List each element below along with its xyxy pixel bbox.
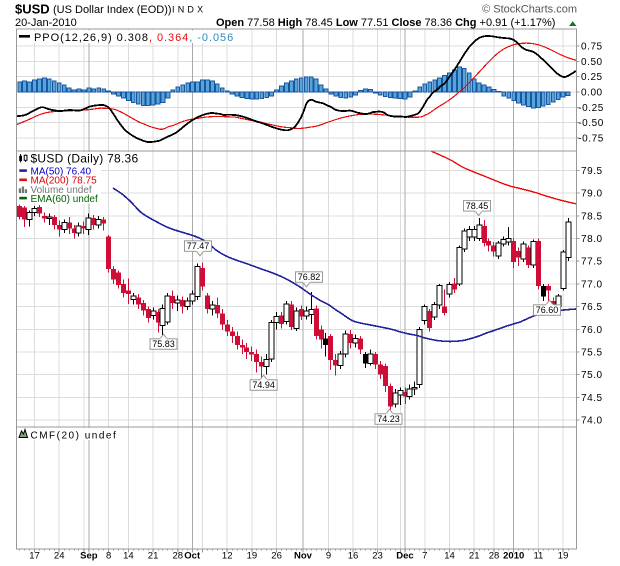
- svg-text:9: 9: [326, 551, 331, 562]
- svg-text:28: 28: [173, 551, 184, 562]
- svg-text:2010: 2010: [503, 551, 524, 562]
- svg-text:Oct: Oct: [184, 551, 201, 562]
- svg-text:79.0: 79.0: [581, 189, 603, 200]
- svg-text:75.83: 75.83: [152, 339, 175, 349]
- svg-text:17: 17: [29, 551, 40, 562]
- svg-text:79.5: 79.5: [581, 166, 603, 177]
- svg-text:-0.75: -0.75: [578, 134, 604, 145]
- svg-text:74.94: 74.94: [252, 380, 275, 390]
- svg-text:75.0: 75.0: [581, 370, 603, 381]
- svg-text:Volume undef: Volume undef: [31, 185, 92, 196]
- svg-text:12: 12: [222, 551, 233, 562]
- svg-text:Open 77.58 High 78.45 Low 77.5: Open 77.58 High 78.45 Low 77.51 Close 78…: [216, 17, 555, 29]
- svg-text:76.5: 76.5: [581, 302, 603, 313]
- svg-text:CMF(20) undef: CMF(20) undef: [31, 431, 118, 442]
- svg-text:-0.25: -0.25: [578, 103, 604, 114]
- svg-text:14: 14: [123, 551, 134, 562]
- svg-text:19: 19: [247, 551, 258, 562]
- svg-text:76.82: 76.82: [298, 272, 321, 282]
- svg-text:77.5: 77.5: [581, 257, 603, 268]
- svg-text:11: 11: [533, 551, 543, 562]
- svg-text:20-Jan-2010: 20-Jan-2010: [15, 17, 77, 29]
- svg-text:$USD (Daily) 78.36: $USD (Daily) 78.36: [31, 152, 139, 166]
- svg-text:PPO(12,26,9) 0.308, 0.364, -0.: PPO(12,26,9) 0.308, 0.364, -0.056: [34, 32, 234, 44]
- svg-text:Dec: Dec: [396, 551, 413, 562]
- svg-text:74.5: 74.5: [581, 393, 603, 404]
- svg-text:26: 26: [271, 551, 282, 562]
- svg-text:74.23: 74.23: [377, 414, 400, 424]
- svg-text:$USD: $USD: [15, 2, 50, 17]
- svg-text:75.5: 75.5: [581, 348, 603, 359]
- svg-text:74.0: 74.0: [581, 416, 603, 427]
- svg-text:76.60: 76.60: [536, 305, 559, 315]
- svg-text:0.75: 0.75: [581, 42, 603, 53]
- svg-text:-0.50: -0.50: [578, 118, 604, 129]
- svg-text:19: 19: [558, 551, 569, 562]
- svg-text:16: 16: [348, 551, 359, 562]
- svg-text:78.45: 78.45: [466, 201, 489, 211]
- svg-text:7: 7: [422, 551, 427, 562]
- svg-text:14: 14: [444, 551, 455, 562]
- svg-text:28: 28: [489, 551, 500, 562]
- svg-text:24: 24: [54, 551, 65, 562]
- svg-text:(US Dollar Index (EOD)): (US Dollar Index (EOD)): [53, 4, 172, 16]
- svg-text:78.0: 78.0: [581, 234, 603, 245]
- svg-text:76.0: 76.0: [581, 325, 603, 336]
- svg-text:77.0: 77.0: [581, 279, 603, 290]
- svg-text:21: 21: [469, 551, 480, 562]
- svg-text:8: 8: [106, 551, 111, 562]
- svg-text:23: 23: [372, 551, 383, 562]
- svg-text:MA(50) 76.40: MA(50) 76.40: [31, 167, 92, 178]
- svg-text:77.47: 77.47: [187, 241, 210, 251]
- svg-text:0.50: 0.50: [581, 57, 603, 68]
- svg-text:INDX: INDX: [172, 5, 206, 15]
- svg-text:EMA(60) undef: EMA(60) undef: [31, 194, 98, 205]
- svg-text:0.00: 0.00: [581, 88, 603, 99]
- svg-text:Sep: Sep: [80, 551, 98, 562]
- svg-text:78.5: 78.5: [581, 211, 603, 222]
- svg-text:MA(200) 78.75: MA(200) 78.75: [31, 176, 98, 187]
- svg-text:0.25: 0.25: [581, 72, 603, 83]
- svg-text:Nov: Nov: [294, 551, 313, 562]
- svg-text:21: 21: [148, 551, 159, 562]
- svg-text:© StockCharts.com: © StockCharts.com: [482, 4, 577, 16]
